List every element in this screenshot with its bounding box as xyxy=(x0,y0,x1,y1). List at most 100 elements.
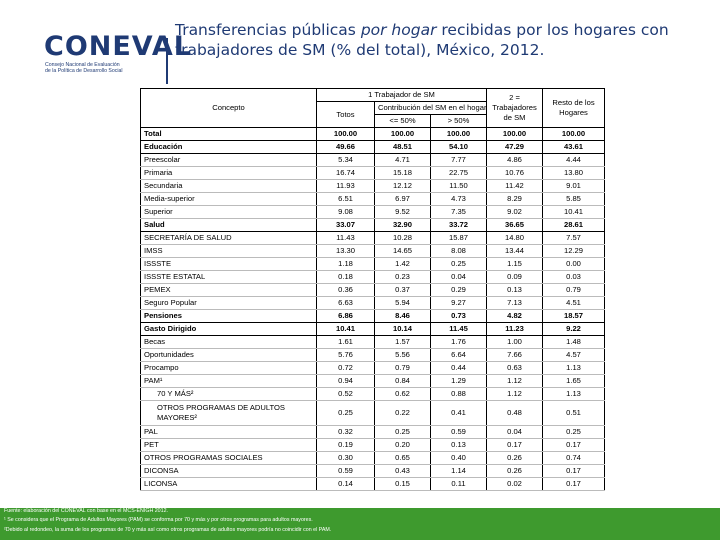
header-le50: <= 50% xyxy=(374,114,431,128)
row-value: 7.66 xyxy=(486,348,544,362)
transfers-table: Concepto 1 Trabajador de SM 2 = Trabajad… xyxy=(140,88,606,491)
row-value: 0.30 xyxy=(316,451,375,465)
row-value: 7.77 xyxy=(429,153,488,167)
row-value: 7.57 xyxy=(542,231,606,245)
row-label: Procampo xyxy=(140,361,317,375)
header-contrib: Contribución del SM en el hogar xyxy=(373,101,488,115)
row-value: 9.22 xyxy=(542,322,606,336)
header-one-worker: 1 Trabajador de SM xyxy=(315,88,488,102)
row-value: 0.11 xyxy=(429,477,488,491)
row-value: 12.29 xyxy=(542,244,606,258)
row-label: Seguro Popular xyxy=(140,296,317,310)
title-part-1: Transferencias públicas xyxy=(175,21,361,39)
row-value: 1.13 xyxy=(542,387,606,401)
row-label: Oportunidades xyxy=(140,348,317,362)
row-value: 4.51 xyxy=(542,296,606,310)
row-value: 1.42 xyxy=(374,257,431,271)
table-row: 70 Y MÁS² 0.52 0.62 0.88 1.12 1.13 xyxy=(140,387,606,401)
row-label: LICONSA xyxy=(140,477,317,491)
row-value: 6.63 xyxy=(316,296,375,310)
row-value: 100.00 xyxy=(316,127,375,141)
row-value: 0.29 xyxy=(429,283,488,297)
row-value: 47.29 xyxy=(486,140,544,154)
row-value: 0.32 xyxy=(316,425,375,439)
row-value: 0.59 xyxy=(429,425,488,439)
row-label: Salud xyxy=(140,218,317,232)
row-value: 0.17 xyxy=(542,477,606,491)
row-value: 0.74 xyxy=(542,451,606,465)
row-label: Becas xyxy=(140,335,317,349)
row-value: 10.76 xyxy=(486,166,544,180)
row-value: 0.02 xyxy=(486,477,544,491)
row-value: 1.13 xyxy=(542,361,606,375)
row-value: 5.85 xyxy=(542,192,606,206)
row-value: 0.48 xyxy=(486,400,544,426)
row-value: 0.25 xyxy=(374,425,431,439)
table-row: LICONSA 0.14 0.15 0.11 0.02 0.17 xyxy=(140,477,606,491)
row-value: 0.41 xyxy=(429,400,488,426)
title-divider xyxy=(166,38,168,84)
table-row: PEMEX 0.36 0.37 0.29 0.13 0.79 xyxy=(140,283,606,297)
row-value: 100.00 xyxy=(486,127,544,141)
row-value: 7.13 xyxy=(486,296,544,310)
row-value: 0.84 xyxy=(374,374,431,388)
row-value: 0.26 xyxy=(486,451,544,465)
row-label: ISSSTE xyxy=(140,257,317,271)
row-value: 0.59 xyxy=(316,464,375,478)
row-value: 0.20 xyxy=(374,438,431,452)
row-value: 4.86 xyxy=(486,153,544,167)
row-value: 0.03 xyxy=(542,270,606,284)
table-row: Oportunidades 5.76 5.56 6.64 7.66 4.57 xyxy=(140,348,606,362)
row-value: 6.97 xyxy=(374,192,431,206)
row-value: 0.44 xyxy=(429,361,488,375)
row-value: 0.00 xyxy=(542,257,606,271)
row-value: 0.26 xyxy=(486,464,544,478)
row-value: 6.51 xyxy=(316,192,375,206)
logo-subtitle-line-1: Consejo Nacional de Evaluación xyxy=(45,62,120,68)
row-value: 1.29 xyxy=(429,374,488,388)
row-label: PAL xyxy=(140,425,317,439)
row-value: 13.80 xyxy=(542,166,606,180)
row-value: 0.17 xyxy=(542,464,606,478)
header-gt50: > 50% xyxy=(429,114,488,128)
row-value: 0.51 xyxy=(542,400,606,426)
row-value: 0.79 xyxy=(542,283,606,297)
footnote-1: ¹ Se considera que el Programa de Adulto… xyxy=(4,517,313,523)
row-value: 0.13 xyxy=(429,438,488,452)
row-value: 36.65 xyxy=(486,218,544,232)
row-label: Preescolar xyxy=(140,153,317,167)
header-rest: Resto de los Hogares xyxy=(542,88,606,128)
row-value: 22.75 xyxy=(429,166,488,180)
row-value: 0.73 xyxy=(429,309,488,323)
row-label: IMSS xyxy=(140,244,317,258)
row-value: 48.51 xyxy=(374,140,431,154)
row-value: 0.04 xyxy=(486,425,544,439)
row-value: 0.37 xyxy=(374,283,431,297)
coneval-logo: CONEVAL Consejo Nacional de Evaluación d… xyxy=(44,32,191,78)
row-value: 0.79 xyxy=(374,361,431,375)
row-label: Gasto Dirigido xyxy=(140,322,317,336)
table-row: OTROS PROGRAMAS SOCIALES 0.30 0.65 0.40 0.26… xyxy=(140,451,606,465)
table-row: ISSSTE 1.18 1.42 0.25 1.15 0.00 xyxy=(140,257,606,271)
row-value: 11.42 xyxy=(486,179,544,193)
row-value: 15.87 xyxy=(429,231,488,245)
row-value: 16.74 xyxy=(316,166,375,180)
table-row: PAL 0.32 0.25 0.59 0.04 0.25 xyxy=(140,425,606,439)
table-row: Educación 49.66 48.51 54.10 47.29 43.61 xyxy=(140,140,606,154)
row-value: 0.15 xyxy=(374,477,431,491)
row-value: 32.90 xyxy=(374,218,431,232)
header-totos: Totos xyxy=(316,101,375,128)
row-value: 11.50 xyxy=(429,179,488,193)
table-row: Seguro Popular 6.63 5.94 9.27 7.13 4.51 xyxy=(140,296,606,310)
row-value: 14.80 xyxy=(486,231,544,245)
footer-bar: Fuente: elaboración del CONEVAL con base… xyxy=(0,508,720,540)
row-value: 1.61 xyxy=(316,335,375,349)
row-value: 0.40 xyxy=(429,451,488,465)
row-value: 10.41 xyxy=(316,322,375,336)
row-value: 33.07 xyxy=(316,218,375,232)
row-label: PEMEX xyxy=(140,283,317,297)
title-part-2: por hogar xyxy=(360,21,437,39)
row-value: 5.76 xyxy=(316,348,375,362)
row-value: 11.93 xyxy=(316,179,375,193)
row-value: 0.88 xyxy=(429,387,488,401)
